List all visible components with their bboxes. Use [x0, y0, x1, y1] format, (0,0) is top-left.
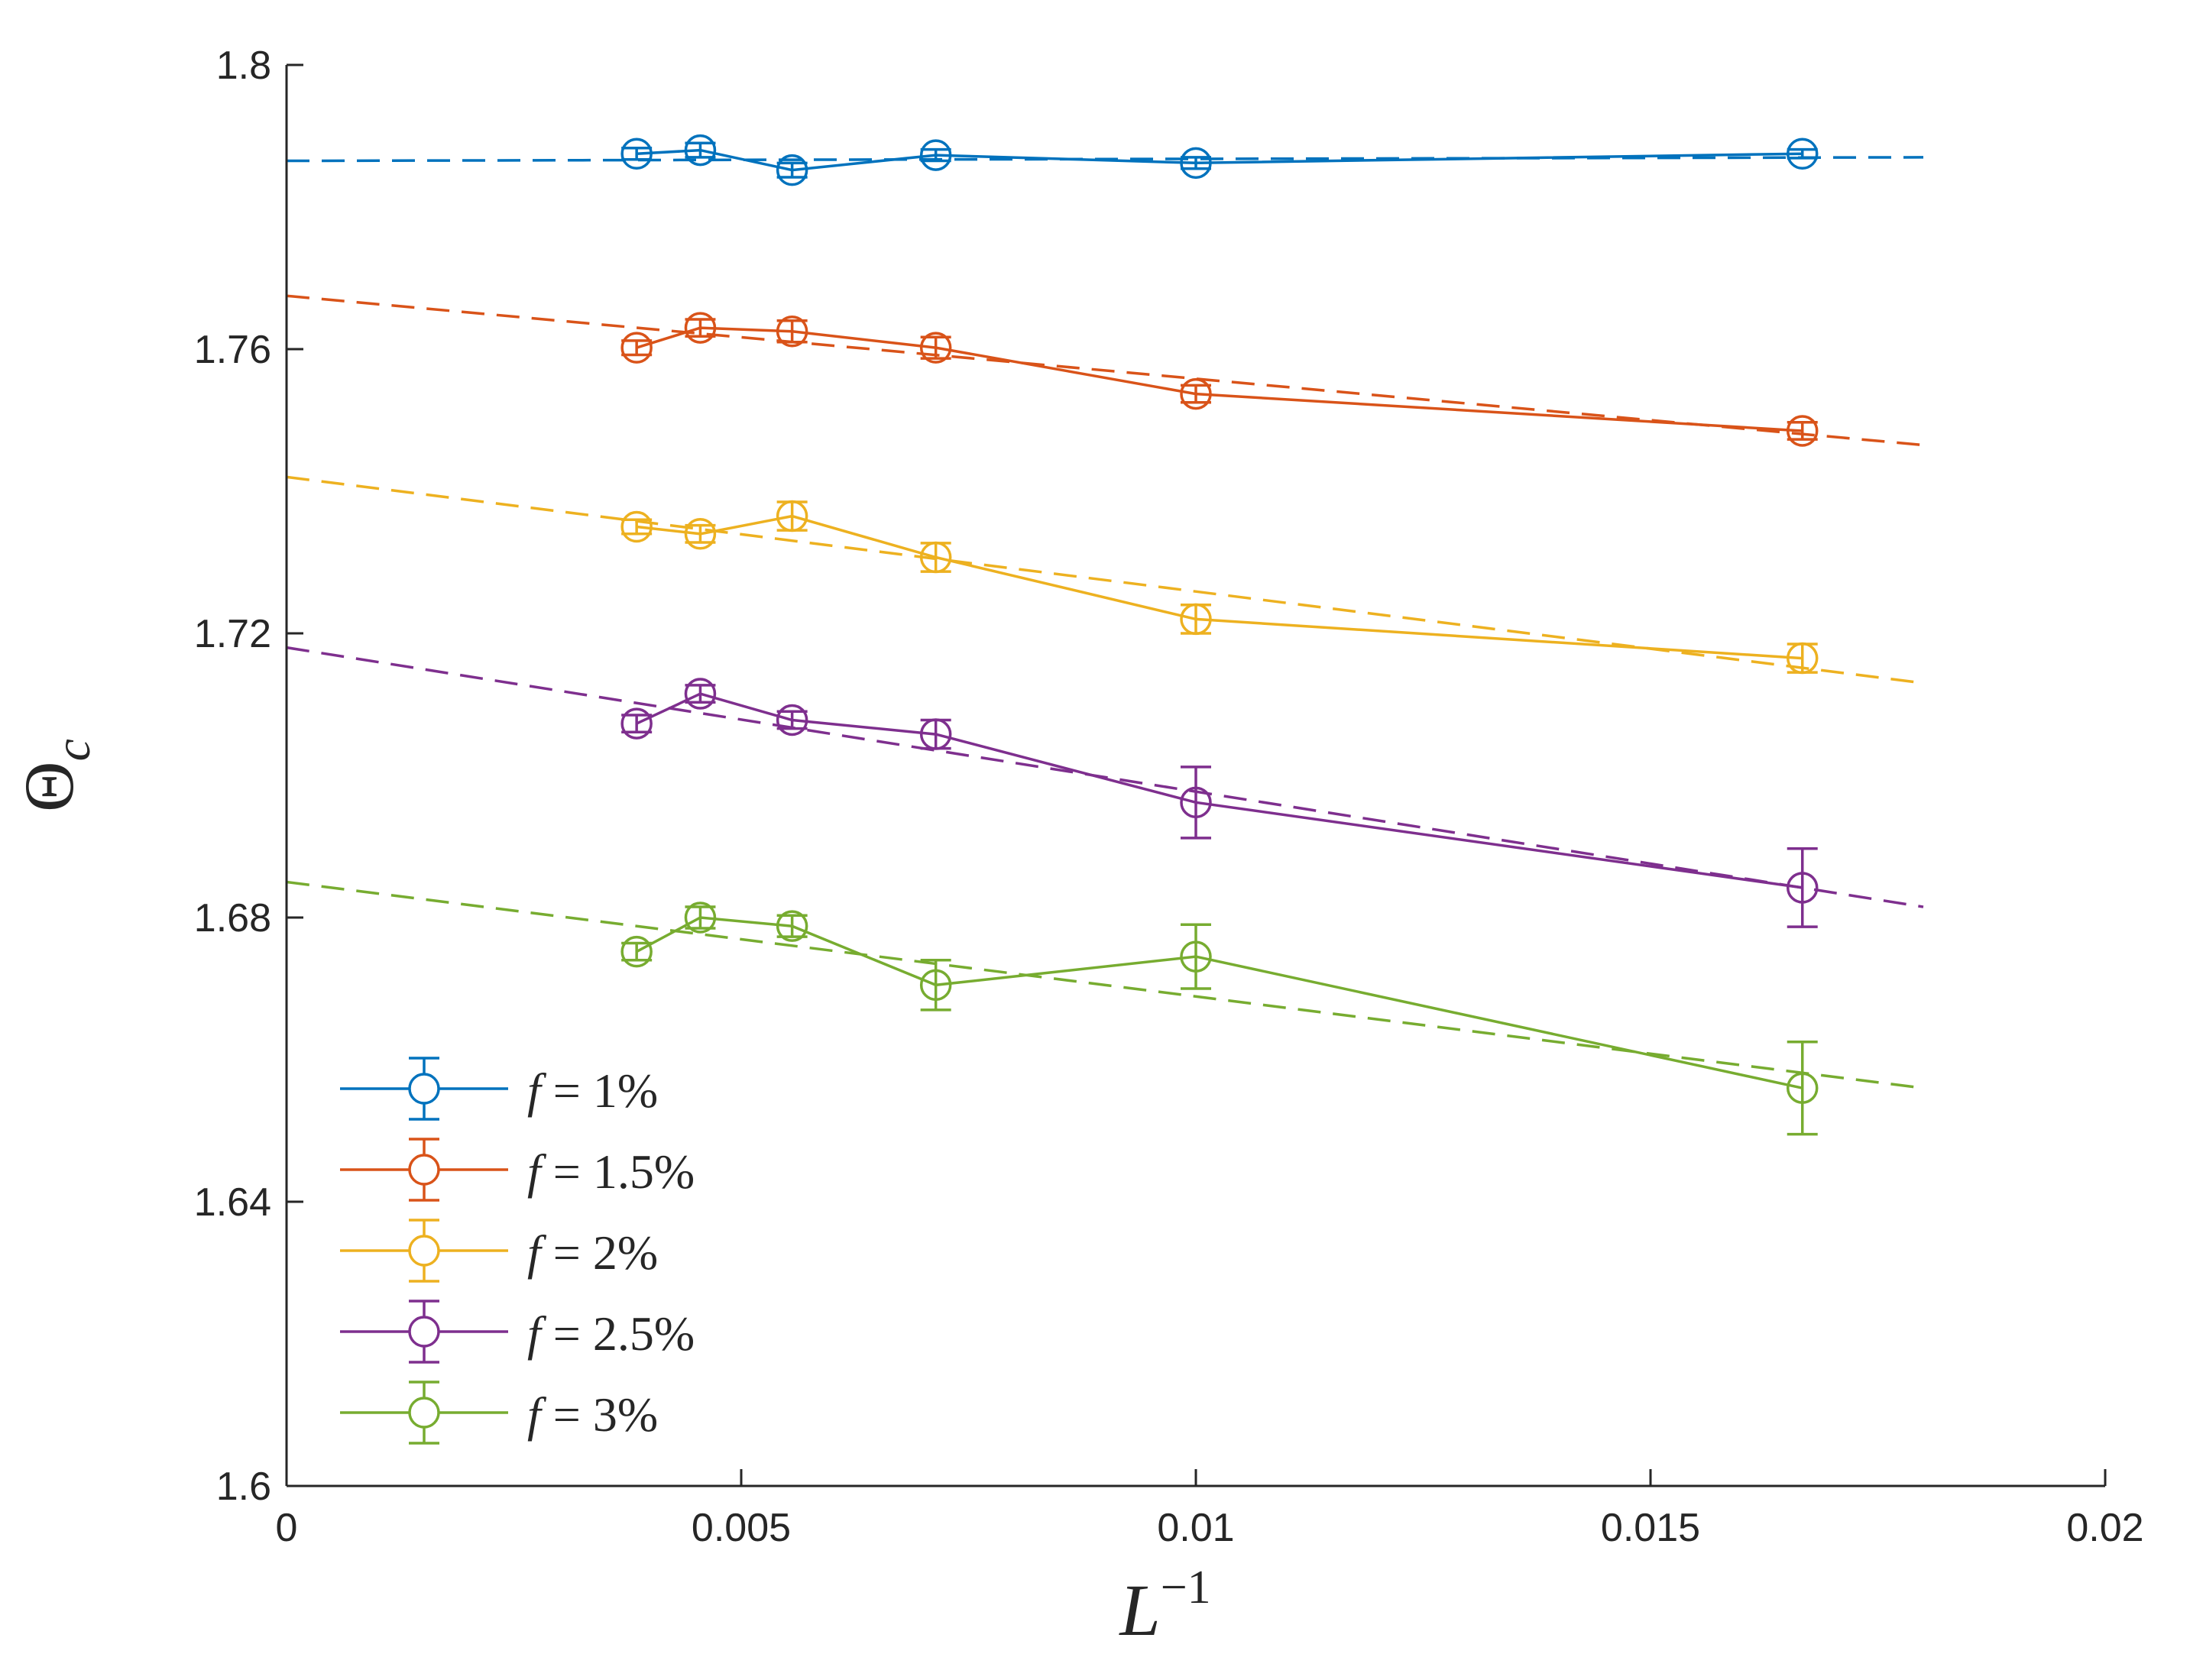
- legend-entry-series-3: f = 2%: [340, 1219, 658, 1283]
- data-point-marker: [1786, 872, 1819, 904]
- data-point-marker: [919, 332, 952, 364]
- data-point-marker: [919, 139, 952, 171]
- legend-label: f = 3%: [527, 1387, 658, 1442]
- data-point-marker: [620, 707, 653, 740]
- legend-label: f = 2.5%: [527, 1306, 695, 1361]
- data-point-marker: [1786, 138, 1819, 170]
- x-axis-label-main: L: [1118, 1569, 1160, 1651]
- data-point-marker: [1180, 147, 1212, 180]
- data-line-series-2: [636, 326, 1803, 432]
- legend-label-value: = 1%: [541, 1063, 658, 1118]
- legend-entry-series-5: f = 3%: [340, 1381, 658, 1445]
- legend-entry-series-2: f = 1.5%: [340, 1138, 695, 1202]
- legend-marker: [408, 1154, 440, 1186]
- data-point-marker: [684, 312, 717, 344]
- y-tick-label: 1.8: [216, 44, 271, 88]
- legend-marker: [408, 1397, 440, 1429]
- legend-label: f = 2%: [527, 1225, 658, 1280]
- data-point-marker: [620, 138, 653, 170]
- data-point-marker: [776, 316, 808, 348]
- plot-area: [287, 134, 1924, 1136]
- legend-label-value: = 2.5%: [541, 1306, 695, 1361]
- y-axis-label: Θc: [10, 739, 101, 812]
- x-tick-label: 0: [276, 1506, 298, 1550]
- data-point-marker: [1180, 940, 1212, 973]
- data-line-series-5: [636, 916, 1803, 1089]
- legend: f = 1% f = 1.5% f = 2% f = 2.5% f = 3%: [340, 1057, 695, 1445]
- fit-line-series-2: [287, 294, 1924, 447]
- y-tick-label: 1.6: [216, 1465, 271, 1509]
- legend-entry-series-1: f = 1%: [340, 1057, 658, 1121]
- y-axis-label-main: Θ: [10, 761, 88, 811]
- data-point-marker: [776, 704, 808, 736]
- data-line-series-4: [636, 692, 1803, 889]
- data-point-marker: [776, 500, 808, 532]
- data-point-marker: [620, 935, 653, 968]
- legend-marker: [408, 1235, 440, 1267]
- data-point-marker: [776, 910, 808, 942]
- y-axis-label-subscript: c: [45, 739, 101, 761]
- legend-entry-series-4: f = 2.5%: [340, 1300, 695, 1364]
- data-point-marker: [919, 718, 952, 750]
- data-point-marker: [919, 541, 952, 574]
- legend-marker: [408, 1316, 440, 1348]
- x-axis-label-superscript: −1: [1161, 1562, 1211, 1614]
- data-point-marker: [684, 678, 717, 710]
- x-tick-label: 0.005: [692, 1506, 791, 1550]
- data-point-marker: [1786, 642, 1819, 675]
- y-tick-label: 1.72: [194, 612, 271, 656]
- y-tick-label: 1.76: [194, 328, 271, 372]
- x-tick-label: 0.015: [1601, 1506, 1700, 1550]
- legend-marker: [408, 1073, 440, 1105]
- x-axis-label: L−1: [1118, 1562, 1210, 1651]
- legend-label-value: = 1.5%: [541, 1144, 695, 1199]
- x-tick-label: 0.02: [2066, 1506, 2143, 1550]
- legend-label: f = 1.5%: [527, 1144, 695, 1199]
- data-line-series-3: [637, 514, 1803, 660]
- data-point-marker: [684, 902, 717, 934]
- data-point-marker: [1180, 786, 1212, 819]
- legend-label-value: = 2%: [541, 1225, 658, 1280]
- y-tick-label: 1.64: [194, 1180, 271, 1225]
- data-point-marker: [620, 510, 653, 543]
- data-point-marker: [1786, 1072, 1819, 1104]
- data-point-marker: [776, 154, 808, 186]
- legend-label-value: = 3%: [541, 1387, 658, 1442]
- x-tick-label: 0.01: [1157, 1506, 1234, 1550]
- data-line-series-1: [637, 148, 1803, 172]
- legend-label: f = 1%: [527, 1063, 658, 1118]
- y-tick-label: 1.68: [194, 896, 271, 940]
- data-point-marker: [1786, 415, 1819, 447]
- data-point-marker: [684, 518, 717, 550]
- data-point-marker: [919, 969, 952, 1002]
- fit-line-series-5: [287, 880, 1924, 1089]
- data-point-marker: [620, 332, 653, 364]
- data-point-marker: [1180, 377, 1212, 410]
- data-point-marker: [684, 134, 717, 167]
- data-point-marker: [1180, 603, 1212, 636]
- axes: 1.6 1.64 1.68 1.72 1.76 1.8 0 0.005 0.01 0.015 0.0…: [10, 44, 2144, 1651]
